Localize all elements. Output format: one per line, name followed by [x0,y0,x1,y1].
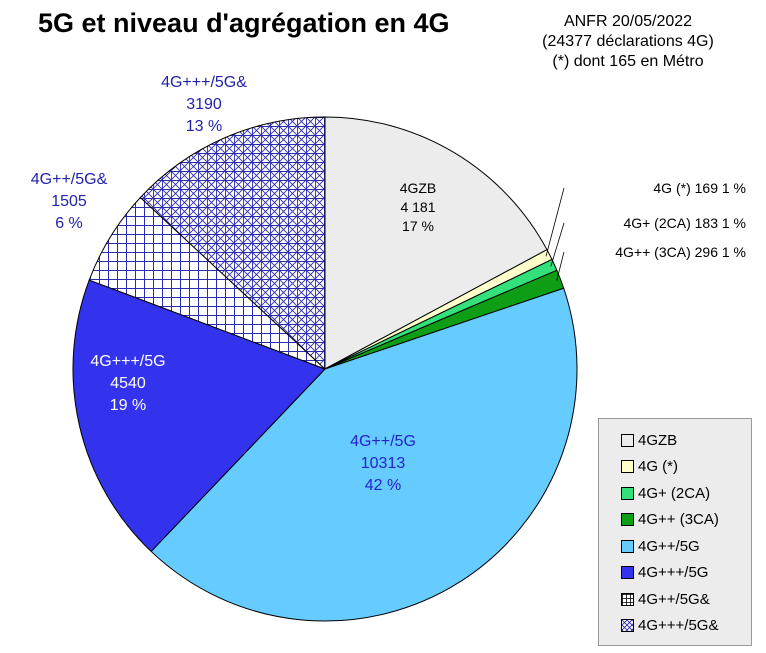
legend-item-4gplusplusplus-5gamp: 4G+++/5G& [599,613,751,640]
data-label-4gplusplusplus-5g: 4G+++/5G 4540 19 % [90,353,165,414]
legend-swatch [621,460,634,474]
legend-item-4gplusplus-5gamp: 4G++/5G& [599,586,751,613]
leader-line-4gplusplus-3ca [556,251,565,281]
source-note: ANFR 20/05/2022 (24377 déclarations 4G) … [498,12,758,72]
data-label-4gplusplus-3ca: 4G++ (3CA) 296 1 % [615,244,746,260]
legend-swatch [621,566,634,580]
leader-line-4g [545,187,565,257]
source-line-date: ANFR 20/05/2022 [563,13,693,30]
source-line-metro: (*) dont 165 en Métro [552,53,704,70]
data-label-4gplusplus-5gamp: 4G++/5G& 1505 6 % [31,171,108,232]
pie-slice-4gplusplusplus-5gamp [139,116,326,370]
data-label-4g: 4G (*) 169 1 % [653,180,746,196]
leader-line-4gplus-2ca [550,222,565,267]
legend-item-4gplus-2ca: 4G+ (2CA) [599,480,751,507]
legend-label: 4G+ (2CA) [638,484,711,502]
legend-label: 4G+++/5G [638,564,709,582]
legend-swatch [621,592,634,606]
pie-slice-4gplusplusplus-5g [72,279,326,552]
legend-swatch [621,433,634,447]
legend-label: 4G+++/5G& [638,617,719,635]
legend-item-4gplusplus-5g: 4G++/5G [599,533,751,560]
data-label-4gplusplusplus-5gamp: 4G+++/5G& 3190 13 % [161,74,247,135]
legend-label: 4G++ (3CA) [638,511,719,529]
legend-label: 4G++/5G [638,537,700,555]
legend-item-4gplusplusplus-5g: 4G+++/5G [599,560,751,587]
legend-swatch [621,486,634,500]
legend-swatch [621,539,634,553]
pie-slice-4gzb [324,116,548,370]
source-line-count: (24377 déclarations 4G) [542,33,714,50]
legend: 4GZB 4G (*) 4G+ (2CA) 4G++ (3CA) 4G++/5G 4G++… [598,418,752,646]
data-label-4gplusplus-5g: 4G++/5G 10313 42 % [350,433,416,494]
legend-swatch [621,619,634,633]
chart-title: 5G et niveau d'agrégation en 4G [38,8,450,38]
legend-label: 4G (*) [638,458,679,476]
data-label-4gzb: 4GZB 4 181 17 % [400,180,437,234]
legend-item-4gzb: 4GZB [599,427,751,454]
legend-item-4gplusplus-3ca: 4G++ (3CA) [599,507,751,534]
legend-label: 4G++/5G& [638,590,710,608]
legend-item-4g: 4G (*) [599,454,751,481]
data-label-4gplus-2ca: 4G+ (2CA) 183 1 % [623,215,746,231]
legend-label: 4GZB [638,431,678,449]
pie-slice-4gplusplus-5g [150,287,578,622]
legend-swatch [621,513,634,527]
